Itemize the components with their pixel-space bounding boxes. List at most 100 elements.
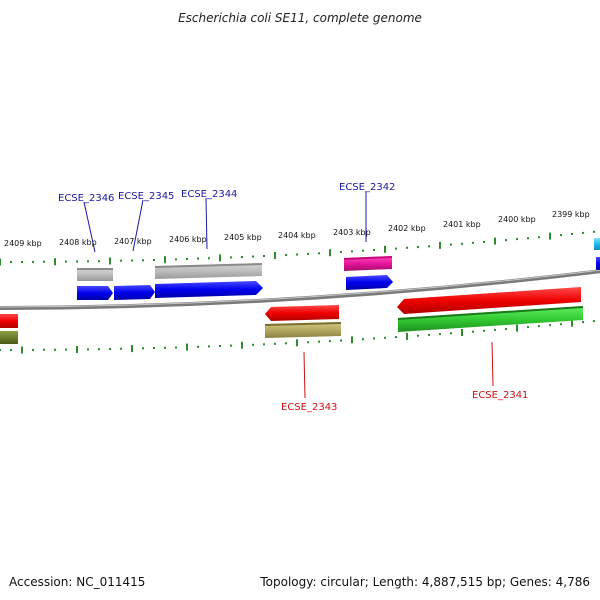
gene-feature[interactable] (77, 268, 113, 281)
minor-tick (527, 326, 529, 329)
minor-tick (516, 238, 518, 241)
minor-tick (164, 346, 166, 349)
minor-tick (549, 324, 551, 327)
gene-feature[interactable] (265, 322, 341, 338)
minor-tick (472, 330, 474, 333)
minor-tick (285, 254, 287, 256)
gene-label[interactable]: ECSE_2341 (472, 390, 528, 401)
gene-label[interactable]: ECSE_2343 (281, 402, 337, 413)
gene-label[interactable]: ECSE_2342 (339, 182, 395, 193)
minor-tick (318, 252, 320, 255)
minor-tick (54, 348, 56, 351)
map-title: Escherichia coli SE11, complete genome (178, 11, 422, 25)
minor-tick (76, 260, 78, 263)
minor-tick (175, 346, 177, 349)
minor-tick (582, 321, 584, 324)
minor-tick (538, 325, 540, 328)
major-tick (329, 249, 331, 257)
minor-tick (483, 329, 485, 332)
leader-line (303, 351, 306, 399)
gene-feature[interactable] (594, 238, 600, 250)
minor-tick (186, 258, 188, 260)
major-tick (0, 258, 1, 266)
major-tick (384, 245, 386, 253)
minor-tick (274, 342, 276, 345)
gene-label[interactable]: ECSE_2346 (58, 193, 114, 204)
gene-label[interactable]: ECSE_2344 (181, 189, 237, 200)
gene-label[interactable]: ECSE_2345 (118, 191, 174, 202)
minor-tick (450, 243, 452, 246)
gene-feature (155, 263, 262, 268)
minor-tick (538, 236, 540, 239)
scale-label: 2403 kbp (333, 228, 371, 237)
minor-tick (472, 241, 474, 244)
leader-line (205, 197, 208, 250)
minor-tick (560, 234, 562, 237)
minor-tick (65, 260, 67, 263)
scale-label: 2404 kbp (278, 231, 316, 240)
minor-tick (230, 344, 232, 347)
gene-feature[interactable] (344, 256, 392, 271)
scale-label: 2399 kbp (552, 210, 590, 219)
minor-tick (483, 241, 485, 243)
scale-labels: 2409 kbp 2408 kbp 2407 kbp 2406 kbp 2405… (4, 210, 590, 248)
leader-line (132, 199, 144, 252)
minor-tick (208, 345, 210, 348)
gene-feature[interactable] (0, 331, 18, 344)
major-tick (461, 329, 463, 336)
minor-tick (263, 255, 265, 257)
major-tick (516, 324, 518, 332)
topology-text: Topology: circular; Length: 4,887,515 bp… (259, 575, 590, 589)
minor-tick (428, 333, 430, 336)
gene-arrow[interactable] (77, 286, 113, 300)
minor-tick (120, 347, 122, 350)
minor-tick (87, 348, 89, 351)
gene-feature (344, 256, 392, 260)
minor-tick (98, 260, 100, 263)
blue-gene-track (77, 257, 600, 300)
gene-arrow[interactable] (114, 285, 155, 300)
major-tick (571, 319, 573, 327)
accession-text: Accession: NC_011415 (9, 575, 145, 589)
minor-tick (10, 349, 12, 351)
minor-tick (395, 247, 397, 250)
gene-arrow[interactable] (397, 287, 581, 314)
genome-backbone (0, 269, 600, 310)
gene-arrow[interactable] (155, 281, 263, 298)
gene-arrow[interactable] (596, 257, 600, 270)
leader-line (491, 341, 494, 387)
scale-label: 2409 kbp (4, 239, 42, 248)
scale-label: 2406 kbp (169, 235, 207, 244)
minor-tick (252, 255, 254, 258)
minor-tick (241, 256, 243, 258)
minor-tick (219, 345, 221, 347)
major-tick (439, 241, 441, 249)
leader-line (83, 201, 96, 253)
minor-tick (197, 257, 199, 260)
gray-feature-track (77, 263, 262, 281)
gene-arrow[interactable] (346, 275, 393, 290)
gene-feature (398, 306, 583, 320)
red-gene-track (0, 287, 581, 328)
major-tick (109, 257, 111, 265)
gene-arrow[interactable] (265, 305, 339, 321)
minor-tick (373, 337, 375, 340)
minor-tick (307, 252, 309, 255)
major-tick (241, 341, 243, 349)
minor-tick (428, 245, 430, 248)
cyan-feature-track (594, 238, 600, 250)
major-tick (494, 237, 496, 245)
major-tick (296, 339, 298, 347)
major-tick (54, 258, 56, 266)
minor-tick (10, 261, 12, 263)
scale-label: 2408 kbp (59, 238, 97, 247)
minor-tick (263, 343, 265, 346)
minor-tick (230, 256, 232, 259)
gene-feature[interactable] (398, 306, 583, 332)
gene-arrow[interactable] (0, 314, 18, 328)
minor-tick (175, 258, 177, 261)
minor-tick (109, 348, 111, 350)
minor-tick (593, 230, 595, 233)
gene-label-leaders (83, 192, 494, 399)
